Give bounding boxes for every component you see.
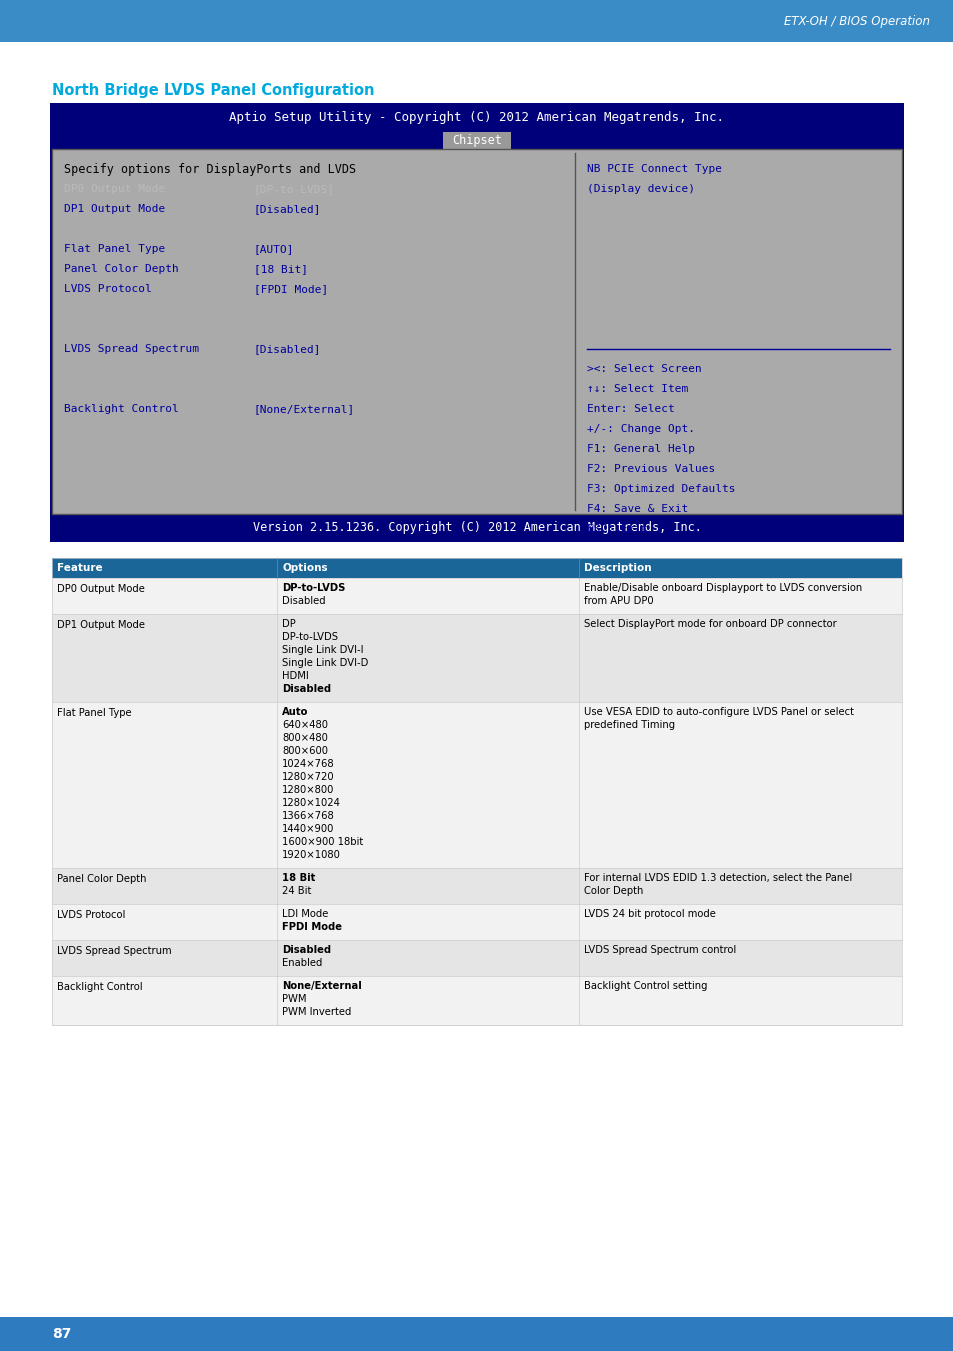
Text: Use VESA EDID to auto-configure LVDS Panel or select: Use VESA EDID to auto-configure LVDS Pan… — [583, 707, 853, 717]
Text: LVDS Spread Spectrum: LVDS Spread Spectrum — [64, 345, 199, 354]
Text: Chipset: Chipset — [452, 134, 501, 147]
Bar — [52, 149, 901, 513]
Text: [DP-to-LVDS]: [DP-to-LVDS] — [253, 184, 335, 195]
Text: Flat Panel Type: Flat Panel Type — [64, 245, 165, 254]
Text: DP1 Output Mode: DP1 Output Mode — [64, 204, 165, 213]
Text: +/-: Change Opt.: +/-: Change Opt. — [586, 424, 694, 434]
Text: predefined Timing: predefined Timing — [583, 720, 675, 730]
Bar — [52, 975, 901, 1025]
Text: FPDI Mode: FPDI Mode — [282, 921, 342, 932]
Text: DP-to-LVDS: DP-to-LVDS — [282, 632, 338, 642]
Text: Feature: Feature — [57, 563, 103, 573]
Text: 1280×800: 1280×800 — [282, 785, 335, 794]
Text: Enter: Select: Enter: Select — [586, 404, 674, 413]
Text: LVDS Spread Spectrum control: LVDS Spread Spectrum control — [583, 944, 736, 955]
Text: ↑↓: Select Item: ↑↓: Select Item — [586, 384, 687, 394]
Text: 1280×1024: 1280×1024 — [282, 798, 341, 808]
Text: LVDS Protocol: LVDS Protocol — [64, 284, 152, 295]
Text: Panel Color Depth: Panel Color Depth — [57, 874, 147, 884]
Text: Description: Description — [583, 563, 651, 573]
Text: F1: General Help: F1: General Help — [586, 444, 694, 454]
Bar — [52, 904, 901, 940]
Text: NB PCIE Connect Type: NB PCIE Connect Type — [586, 163, 721, 174]
Text: Color Depth: Color Depth — [583, 886, 642, 896]
Text: Single Link DVI-D: Single Link DVI-D — [282, 658, 368, 667]
Text: Enable/Disable onboard Displayport to LVDS conversion: Enable/Disable onboard Displayport to LV… — [583, 584, 862, 593]
Text: LVDS Protocol: LVDS Protocol — [57, 911, 125, 920]
Text: DP0 Output Mode: DP0 Output Mode — [57, 584, 145, 594]
Text: ESC: Exit: ESC: Exit — [586, 524, 647, 534]
Bar — [52, 940, 901, 975]
Text: North Bridge LVDS Panel Configuration: North Bridge LVDS Panel Configuration — [52, 82, 375, 97]
Bar — [52, 613, 901, 703]
Text: F2: Previous Values: F2: Previous Values — [586, 463, 714, 474]
Text: 87: 87 — [52, 1327, 71, 1342]
Text: ETX-OH / BIOS Operation: ETX-OH / BIOS Operation — [783, 15, 929, 27]
Text: 18 Bit: 18 Bit — [282, 873, 315, 884]
Text: Disabled: Disabled — [282, 944, 331, 955]
Text: DP0 Output Mode: DP0 Output Mode — [64, 184, 165, 195]
Text: (Display device): (Display device) — [586, 184, 694, 195]
Text: LDI Mode: LDI Mode — [282, 909, 328, 919]
Bar — [50, 103, 903, 542]
Text: DP: DP — [282, 619, 295, 630]
Text: Backlight Control: Backlight Control — [64, 404, 178, 413]
Text: Disabled: Disabled — [282, 684, 331, 694]
Text: Auto: Auto — [282, 707, 309, 717]
Text: Specify options for DisplayPorts and LVDS: Specify options for DisplayPorts and LVD… — [64, 162, 355, 176]
Text: [FPDI Mode]: [FPDI Mode] — [253, 284, 328, 295]
Text: 800×600: 800×600 — [282, 746, 328, 757]
Text: [Disabled]: [Disabled] — [253, 204, 321, 213]
Bar — [0, 1317, 953, 1351]
Bar — [52, 105, 901, 149]
Text: [None/External]: [None/External] — [253, 404, 355, 413]
Text: 1920×1080: 1920×1080 — [282, 850, 341, 861]
Text: from APU DP0: from APU DP0 — [583, 596, 653, 607]
Bar — [52, 703, 901, 867]
Text: 800×480: 800×480 — [282, 734, 328, 743]
Text: PWM: PWM — [282, 994, 307, 1004]
Text: 1024×768: 1024×768 — [282, 759, 335, 769]
Bar — [52, 558, 901, 578]
Text: Backlight Control: Backlight Control — [57, 982, 143, 992]
Text: [AUTO]: [AUTO] — [253, 245, 294, 254]
Text: 640×480: 640×480 — [282, 720, 328, 730]
Text: LVDS Spread Spectrum: LVDS Spread Spectrum — [57, 946, 172, 957]
Text: LVDS 24 bit protocol mode: LVDS 24 bit protocol mode — [583, 909, 715, 919]
Text: 1366×768: 1366×768 — [282, 811, 335, 821]
Text: F3: Optimized Defaults: F3: Optimized Defaults — [586, 484, 735, 494]
Text: Aptio Setup Utility - Copyright (C) 2012 American Megatrends, Inc.: Aptio Setup Utility - Copyright (C) 2012… — [230, 112, 723, 124]
Text: DP-to-LVDS: DP-to-LVDS — [282, 584, 345, 593]
Text: None/External: None/External — [282, 981, 361, 992]
Text: Flat Panel Type: Flat Panel Type — [57, 708, 132, 717]
Text: 24 Bit: 24 Bit — [282, 886, 312, 896]
Text: Options: Options — [282, 563, 328, 573]
Bar — [52, 558, 901, 1025]
Text: HDMI: HDMI — [282, 671, 309, 681]
Text: Disabled: Disabled — [282, 596, 326, 607]
Text: 1440×900: 1440×900 — [282, 824, 335, 834]
Text: 1600×900 18bit: 1600×900 18bit — [282, 838, 363, 847]
Text: Select DisplayPort mode for onboard DP connector: Select DisplayPort mode for onboard DP c… — [583, 619, 836, 630]
Text: Enabled: Enabled — [282, 958, 322, 969]
Bar — [52, 867, 901, 904]
Text: [18 Bit]: [18 Bit] — [253, 263, 308, 274]
Text: For internal LVDS EDID 1.3 detection, select the Panel: For internal LVDS EDID 1.3 detection, se… — [583, 873, 851, 884]
Text: PWM Inverted: PWM Inverted — [282, 1006, 352, 1017]
Bar — [0, 0, 953, 42]
Text: 1280×720: 1280×720 — [282, 771, 335, 782]
Bar — [52, 513, 901, 540]
Bar — [442, 132, 511, 149]
Text: ><: Select Screen: ><: Select Screen — [586, 363, 700, 374]
Text: Backlight Control setting: Backlight Control setting — [583, 981, 707, 992]
Text: Panel Color Depth: Panel Color Depth — [64, 263, 178, 274]
Bar — [52, 578, 901, 613]
Text: F4: Save & Exit: F4: Save & Exit — [586, 504, 687, 513]
Text: DP1 Output Mode: DP1 Output Mode — [57, 620, 145, 630]
Text: [Disabled]: [Disabled] — [253, 345, 321, 354]
Bar — [52, 149, 901, 513]
Text: Version 2.15.1236. Copyright (C) 2012 American Megatrends, Inc.: Version 2.15.1236. Copyright (C) 2012 Am… — [253, 520, 700, 534]
Text: Single Link DVI-I: Single Link DVI-I — [282, 644, 363, 655]
